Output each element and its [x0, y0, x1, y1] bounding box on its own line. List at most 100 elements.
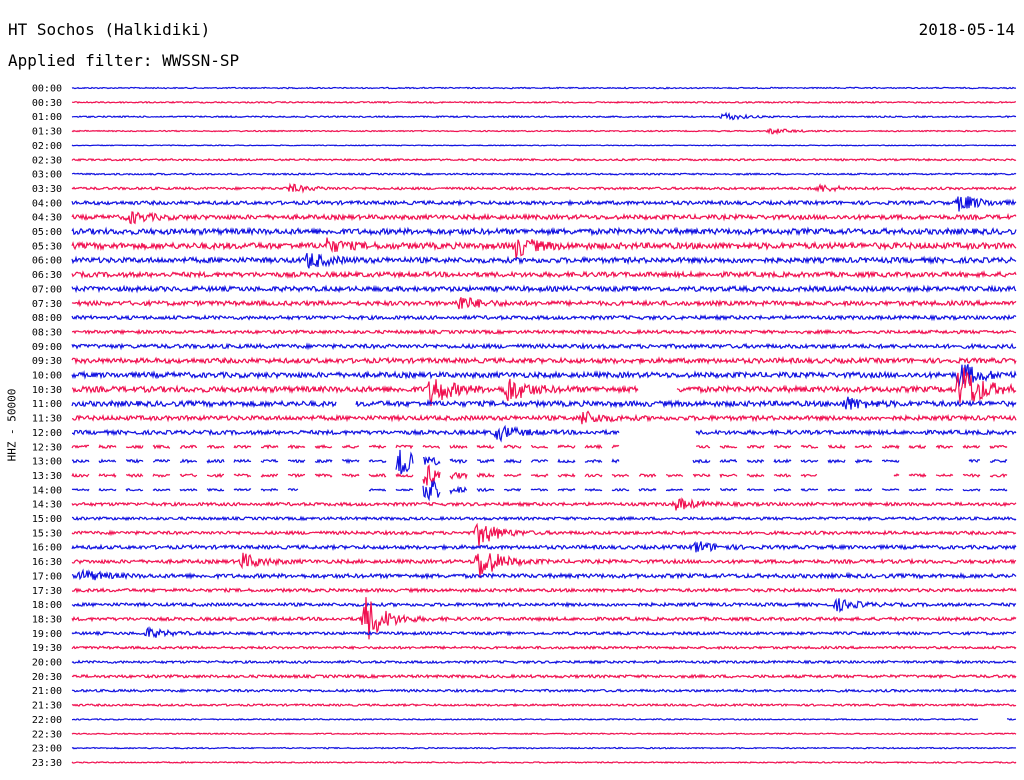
- seismic-trace-row: [71, 342, 1017, 351]
- seismic-trace-row: [71, 367, 1017, 407]
- row-time-label: 10:30: [32, 385, 62, 396]
- seismic-trace-row: [71, 364, 1017, 387]
- row-time-label: 04:00: [32, 198, 62, 209]
- row-time-label: 14:00: [32, 485, 62, 496]
- row-time-label: 14:30: [32, 500, 62, 511]
- seismic-trace-row: [71, 396, 1017, 410]
- row-time-label: 16:00: [32, 543, 62, 554]
- row-time-label: 03:00: [32, 170, 62, 181]
- seismic-trace-row: [71, 328, 1017, 336]
- seismic-trace-row: [71, 597, 1017, 613]
- station-title: HT Sochos (Halkidiki): [8, 20, 211, 39]
- seismic-trace-row: [71, 182, 1017, 194]
- row-time-label: 22:00: [32, 715, 62, 726]
- seismic-trace-row: [71, 144, 1017, 147]
- seismic-trace-row: [71, 313, 1017, 322]
- row-time-label: 07:00: [32, 284, 62, 295]
- seismic-trace-row: [71, 746, 1017, 750]
- row-time-label: 11:30: [32, 414, 62, 425]
- seismic-trace-row: [71, 626, 1017, 638]
- seismic-trace-row: [71, 597, 1017, 640]
- row-time-label: 18:30: [32, 614, 62, 625]
- seismic-trace-row: [71, 253, 1017, 269]
- seismic-trace-row: [71, 449, 1008, 475]
- seismic-trace-row: [71, 157, 1017, 162]
- seismic-trace-row: [71, 552, 1017, 579]
- row-time-label: 12:00: [32, 428, 62, 439]
- seismic-trace-row: [71, 297, 1017, 310]
- seismic-trace-row: [71, 732, 1017, 736]
- row-time-label: 08:30: [32, 327, 62, 338]
- row-time-label: 12:30: [32, 442, 62, 453]
- seismic-trace-row: [71, 211, 1017, 225]
- seismic-trace-row: [71, 659, 1017, 665]
- seismic-trace-row: [71, 196, 1017, 212]
- row-time-label: 19:30: [32, 643, 62, 654]
- row-time-label: 00:00: [32, 84, 62, 95]
- row-time-label: 23:30: [32, 758, 62, 769]
- seismic-trace-row: [71, 111, 1017, 121]
- seismic-trace-row: [72, 717, 1017, 721]
- row-time-label: 02:30: [32, 155, 62, 166]
- row-time-label: 23:00: [32, 744, 62, 755]
- filter-label: Applied filter: WWSSN-SP: [8, 51, 240, 70]
- row-time-label: 05:00: [32, 227, 62, 238]
- seismic-trace-row: [71, 522, 1017, 548]
- seismic-trace-row: [71, 226, 1017, 237]
- seismic-trace-row: [71, 269, 1017, 280]
- row-time-label: 15:30: [32, 528, 62, 539]
- seismic-trace-row: [71, 410, 1017, 425]
- row-time-label: 03:30: [32, 184, 62, 195]
- seismic-trace-row: [71, 645, 1017, 651]
- row-time-label: 20:00: [32, 658, 62, 669]
- seismic-trace-row: [71, 515, 1017, 522]
- seismic-trace-row: [71, 443, 1008, 450]
- row-time-label: 19:00: [32, 629, 62, 640]
- row-time-label: 01:30: [32, 127, 62, 138]
- seismic-trace-row: [71, 356, 1017, 366]
- row-time-label: 22:30: [32, 729, 62, 740]
- seismic-trace-row: [71, 702, 1017, 708]
- row-time-label: 01:00: [32, 112, 62, 123]
- row-time-label: 21:00: [32, 686, 62, 697]
- seismic-trace-row: [72, 586, 1017, 594]
- row-time-label: 11:00: [32, 399, 62, 410]
- seismic-trace-row: [71, 172, 1017, 176]
- row-time-label: 13:30: [32, 471, 62, 482]
- seismic-trace-row: [71, 673, 1017, 680]
- row-time-label: 17:30: [32, 586, 62, 597]
- row-time-label: 17:00: [32, 571, 62, 582]
- row-time-label: 20:30: [32, 672, 62, 683]
- seismic-trace-row: [71, 284, 1017, 294]
- seismic-trace-row: [71, 128, 1017, 136]
- seismic-trace-row: [71, 568, 1017, 581]
- seismic-trace-row: [71, 237, 1017, 259]
- row-time-label: 21:30: [32, 701, 62, 712]
- row-time-label: 08:00: [32, 313, 62, 324]
- row-time-label: 06:30: [32, 270, 62, 281]
- row-time-label: 15:00: [32, 514, 62, 525]
- row-time-label: 13:00: [32, 457, 62, 468]
- row-time-label: 07:30: [32, 299, 62, 310]
- seismic-trace-row: [71, 479, 1008, 502]
- row-time-label: 02:00: [32, 141, 62, 152]
- seismic-trace-row: [71, 100, 1016, 104]
- row-time-label: 16:30: [32, 557, 62, 568]
- row-time-label: 06:00: [32, 256, 62, 267]
- row-time-label: 09:30: [32, 356, 62, 367]
- seismic-trace-row: [71, 464, 1008, 486]
- seismic-trace-row: [71, 86, 1017, 90]
- seismic-trace-row: [71, 497, 1017, 511]
- seismic-trace-row: [71, 688, 1017, 694]
- row-time-label: 18:00: [32, 600, 62, 611]
- row-time-label: 10:00: [32, 371, 62, 382]
- seismic-trace-row: [71, 761, 1017, 764]
- row-time-label: 09:00: [32, 342, 62, 353]
- date-label: 2018-05-14: [918, 20, 1015, 39]
- row-time-label: 05:30: [32, 241, 62, 252]
- row-time-label: 04:30: [32, 213, 62, 224]
- row-time-label: 00:30: [32, 98, 62, 109]
- seismic-trace-row: [71, 541, 1017, 553]
- seismic-trace-row: [71, 424, 1017, 443]
